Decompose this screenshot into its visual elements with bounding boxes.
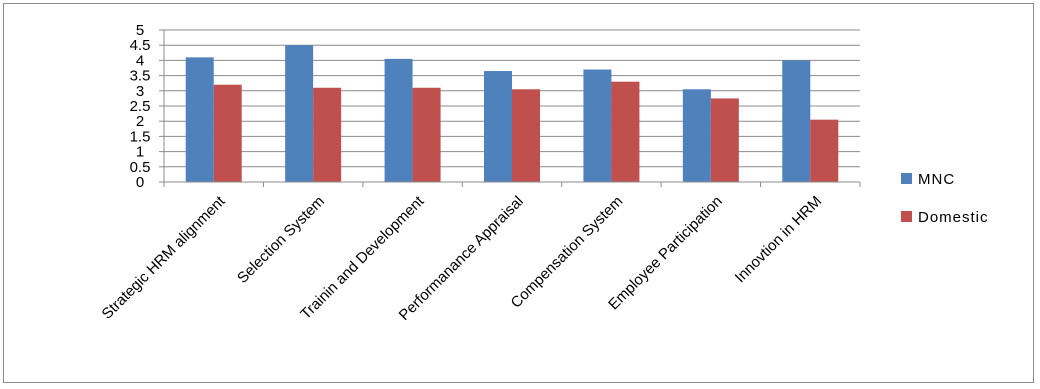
category-label: Selection System xyxy=(234,193,328,287)
bar-domestic xyxy=(611,81,640,182)
legend-swatch-domestic xyxy=(901,211,912,222)
bar-domestic xyxy=(810,119,839,182)
bar-mnc xyxy=(285,45,314,183)
y-tick-label: 4.5 xyxy=(130,37,151,54)
legend-label-domestic: Domestic xyxy=(918,209,989,226)
y-tick-label: 1.5 xyxy=(130,128,151,145)
legend-label-mnc: MNC xyxy=(918,171,955,188)
y-tick-label: 3 xyxy=(136,83,144,100)
y-tick-label: 4 xyxy=(136,52,144,69)
bars xyxy=(185,45,839,183)
axes xyxy=(159,29,861,187)
category-label: Compensation System xyxy=(508,193,627,312)
chart-frame xyxy=(3,3,1034,383)
legend: MNC Domestic xyxy=(901,171,989,226)
y-tick-label: 0 xyxy=(136,174,144,191)
y-tick-label: 5 xyxy=(136,22,144,39)
category-label: Innovtion in HRM xyxy=(732,193,825,286)
y-tick-labels: 00.511.522.533.544.55 xyxy=(130,22,151,191)
category-label: Strategic HRM alignment xyxy=(99,192,230,323)
bar-mnc xyxy=(484,71,512,182)
y-tick-label: 2.5 xyxy=(130,98,151,115)
y-tick-label: 0.5 xyxy=(130,159,151,176)
bar-domestic xyxy=(412,87,441,182)
bar-mnc xyxy=(583,69,612,182)
legend-swatch-mnc xyxy=(901,173,912,184)
y-tick-label: 2 xyxy=(136,113,144,130)
category-label: Employee Participation xyxy=(605,193,726,314)
category-labels: Strategic HRM alignment Selection SystemT… xyxy=(99,192,825,324)
y-tick-label: 1 xyxy=(136,144,144,161)
bar-mnc xyxy=(185,57,214,182)
bar-mnc xyxy=(682,89,711,182)
bar-domestic xyxy=(313,87,342,182)
y-tick-label: 3.5 xyxy=(130,68,151,85)
bar-mnc xyxy=(384,58,413,182)
bar-domestic xyxy=(512,89,540,182)
bar-domestic xyxy=(213,84,242,182)
bar-domestic xyxy=(710,98,739,182)
gridlines xyxy=(164,29,860,168)
bar-mnc xyxy=(782,60,811,182)
